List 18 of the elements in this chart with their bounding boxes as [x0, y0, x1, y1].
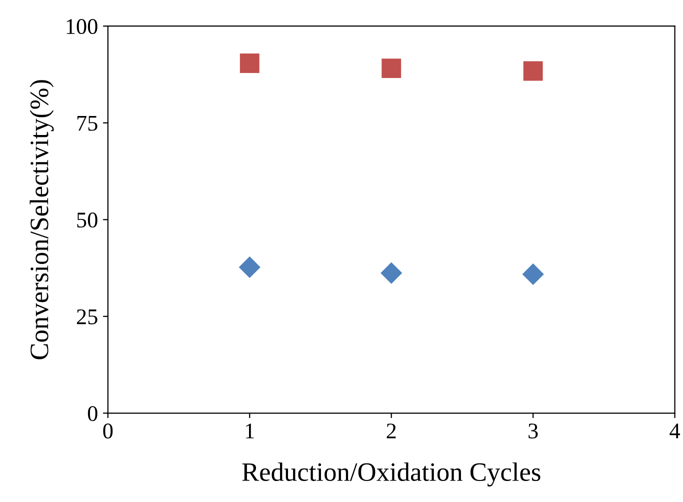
x-tick-label: 4: [670, 424, 680, 438]
x-axis-title: Reduction/Oxidation Cycles: [242, 462, 540, 486]
point: [240, 54, 260, 73]
y-tick-label: 25: [76, 309, 98, 324]
point: [522, 264, 544, 285]
point: [380, 262, 402, 284]
point: [523, 61, 543, 81]
y-tick-label: 75: [77, 116, 98, 131]
x-tick-label: 3: [528, 424, 538, 439]
point: [239, 256, 260, 278]
x-tick-label: 0: [103, 424, 113, 439]
x-tick-label: 1: [246, 424, 254, 438]
y-tick-label: 100: [66, 19, 98, 34]
y-tick-label: 0: [88, 406, 98, 422]
x-tick-label: 2: [386, 424, 396, 438]
y-tick-label: 50: [77, 212, 98, 228]
point: [382, 58, 402, 78]
y-axis-title: Conversion/Selectivity(%): [30, 80, 54, 360]
